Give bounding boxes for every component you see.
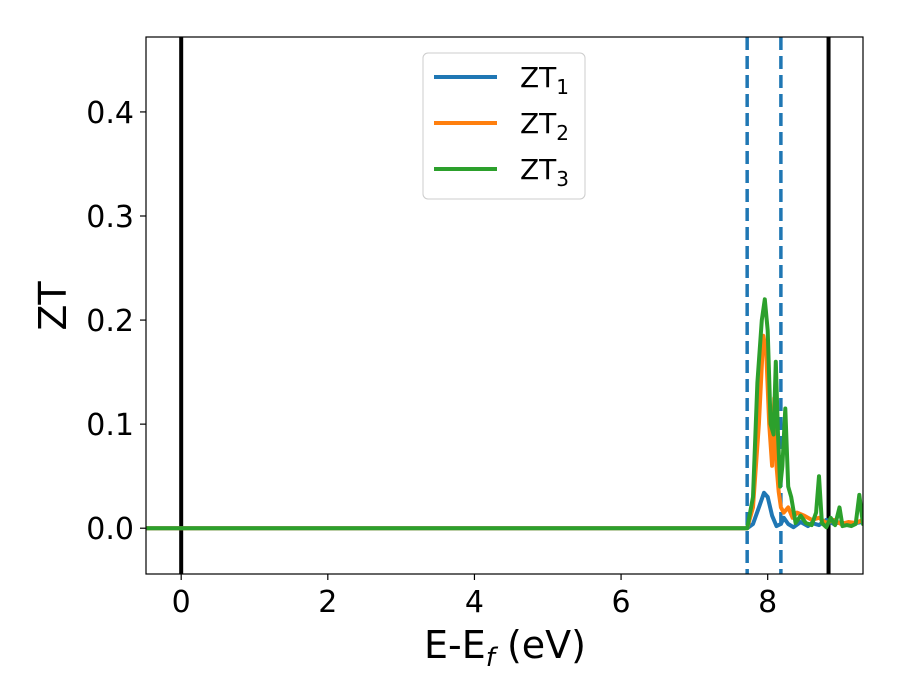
legend-box <box>422 52 586 200</box>
y-tick-label: 0.3 <box>86 200 134 235</box>
axes-frame <box>145 36 864 575</box>
y-tick-label: 0.4 <box>86 96 134 131</box>
y-tick-label: 0.2 <box>86 304 134 339</box>
plot-marks <box>146 37 863 574</box>
legend-entry-label: ZT1 <box>520 61 569 99</box>
legend: ZT1 ZT2 ZT3 <box>422 52 586 200</box>
series-line-zt3 <box>146 297 863 531</box>
x-tick-label: 6 <box>612 585 631 620</box>
x-axis-label-unit: (eV) <box>495 623 586 667</box>
x-tick-label: 0 <box>172 585 191 620</box>
y-tick-label: 0.0 <box>86 512 134 547</box>
plot-area <box>145 36 864 575</box>
tick-layer: 0 2 4 6 8 0.0 0.1 0.2 0.3 0.4 <box>86 96 777 620</box>
x-axis-label-main: E-E <box>424 623 486 667</box>
x-tick-label: 2 <box>318 585 337 620</box>
x-axis-label: E-Ef (eV) <box>424 623 586 673</box>
legend-entry-label: ZT3 <box>520 153 569 191</box>
y-tick-label: 0.1 <box>86 408 134 443</box>
x-tick-label: 4 <box>465 585 484 620</box>
legend-entry-label: ZT2 <box>520 107 569 145</box>
x-tick-label: 8 <box>758 585 777 620</box>
y-axis-label: ZT <box>31 281 75 331</box>
